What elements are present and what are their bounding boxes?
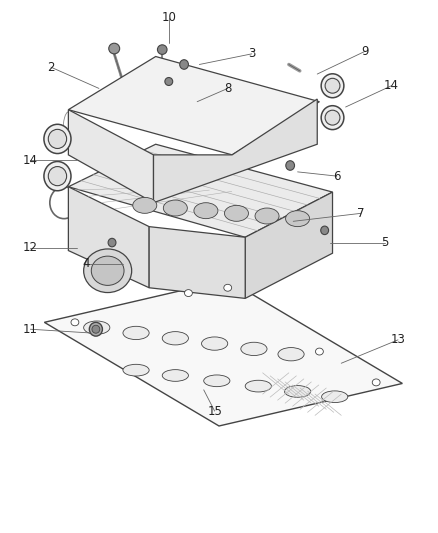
Text: 15: 15 xyxy=(207,405,222,417)
Ellipse shape xyxy=(184,289,192,296)
Polygon shape xyxy=(68,144,332,237)
Ellipse shape xyxy=(163,200,187,216)
Ellipse shape xyxy=(165,77,173,85)
Text: 2: 2 xyxy=(47,61,55,74)
Ellipse shape xyxy=(84,321,110,334)
Ellipse shape xyxy=(255,208,279,224)
Ellipse shape xyxy=(123,326,149,340)
Ellipse shape xyxy=(84,249,132,293)
Polygon shape xyxy=(153,99,317,203)
Polygon shape xyxy=(68,110,153,203)
Ellipse shape xyxy=(162,332,188,345)
Ellipse shape xyxy=(245,380,272,392)
Polygon shape xyxy=(44,280,403,426)
Text: 11: 11 xyxy=(23,322,38,336)
Ellipse shape xyxy=(372,379,380,386)
Ellipse shape xyxy=(315,348,323,355)
Ellipse shape xyxy=(48,130,67,149)
Text: 7: 7 xyxy=(357,207,365,220)
Ellipse shape xyxy=(321,106,344,130)
Ellipse shape xyxy=(286,211,310,227)
Ellipse shape xyxy=(157,45,167,54)
Ellipse shape xyxy=(48,166,67,185)
Ellipse shape xyxy=(224,284,232,291)
Ellipse shape xyxy=(241,342,267,356)
Polygon shape xyxy=(245,192,332,298)
Ellipse shape xyxy=(180,60,188,69)
Ellipse shape xyxy=(162,369,188,381)
Text: 14: 14 xyxy=(384,79,399,92)
Polygon shape xyxy=(149,227,245,298)
Ellipse shape xyxy=(133,197,157,213)
Text: 5: 5 xyxy=(381,236,389,249)
Ellipse shape xyxy=(123,365,149,376)
Ellipse shape xyxy=(201,337,228,350)
Ellipse shape xyxy=(224,205,248,221)
Ellipse shape xyxy=(325,78,340,93)
Ellipse shape xyxy=(321,391,348,402)
Text: 12: 12 xyxy=(23,241,38,254)
Ellipse shape xyxy=(71,319,79,326)
Ellipse shape xyxy=(321,226,328,235)
Text: 6: 6 xyxy=(333,169,341,183)
Ellipse shape xyxy=(278,348,304,361)
Polygon shape xyxy=(68,187,149,288)
Text: 8: 8 xyxy=(224,82,231,95)
Text: 13: 13 xyxy=(391,333,406,346)
Ellipse shape xyxy=(89,322,102,336)
Ellipse shape xyxy=(285,385,311,397)
Ellipse shape xyxy=(286,161,294,170)
Ellipse shape xyxy=(91,256,124,285)
Polygon shape xyxy=(68,56,319,155)
Ellipse shape xyxy=(194,203,218,219)
Text: 4: 4 xyxy=(82,257,90,270)
Ellipse shape xyxy=(109,43,120,54)
Ellipse shape xyxy=(44,161,71,191)
Ellipse shape xyxy=(44,124,71,154)
Text: 3: 3 xyxy=(248,47,255,60)
Text: 10: 10 xyxy=(161,11,176,24)
Ellipse shape xyxy=(204,375,230,386)
Text: 9: 9 xyxy=(361,45,369,58)
Ellipse shape xyxy=(321,74,344,98)
Ellipse shape xyxy=(108,238,116,247)
Text: 14: 14 xyxy=(23,154,38,167)
Ellipse shape xyxy=(325,110,340,125)
Ellipse shape xyxy=(92,325,100,333)
